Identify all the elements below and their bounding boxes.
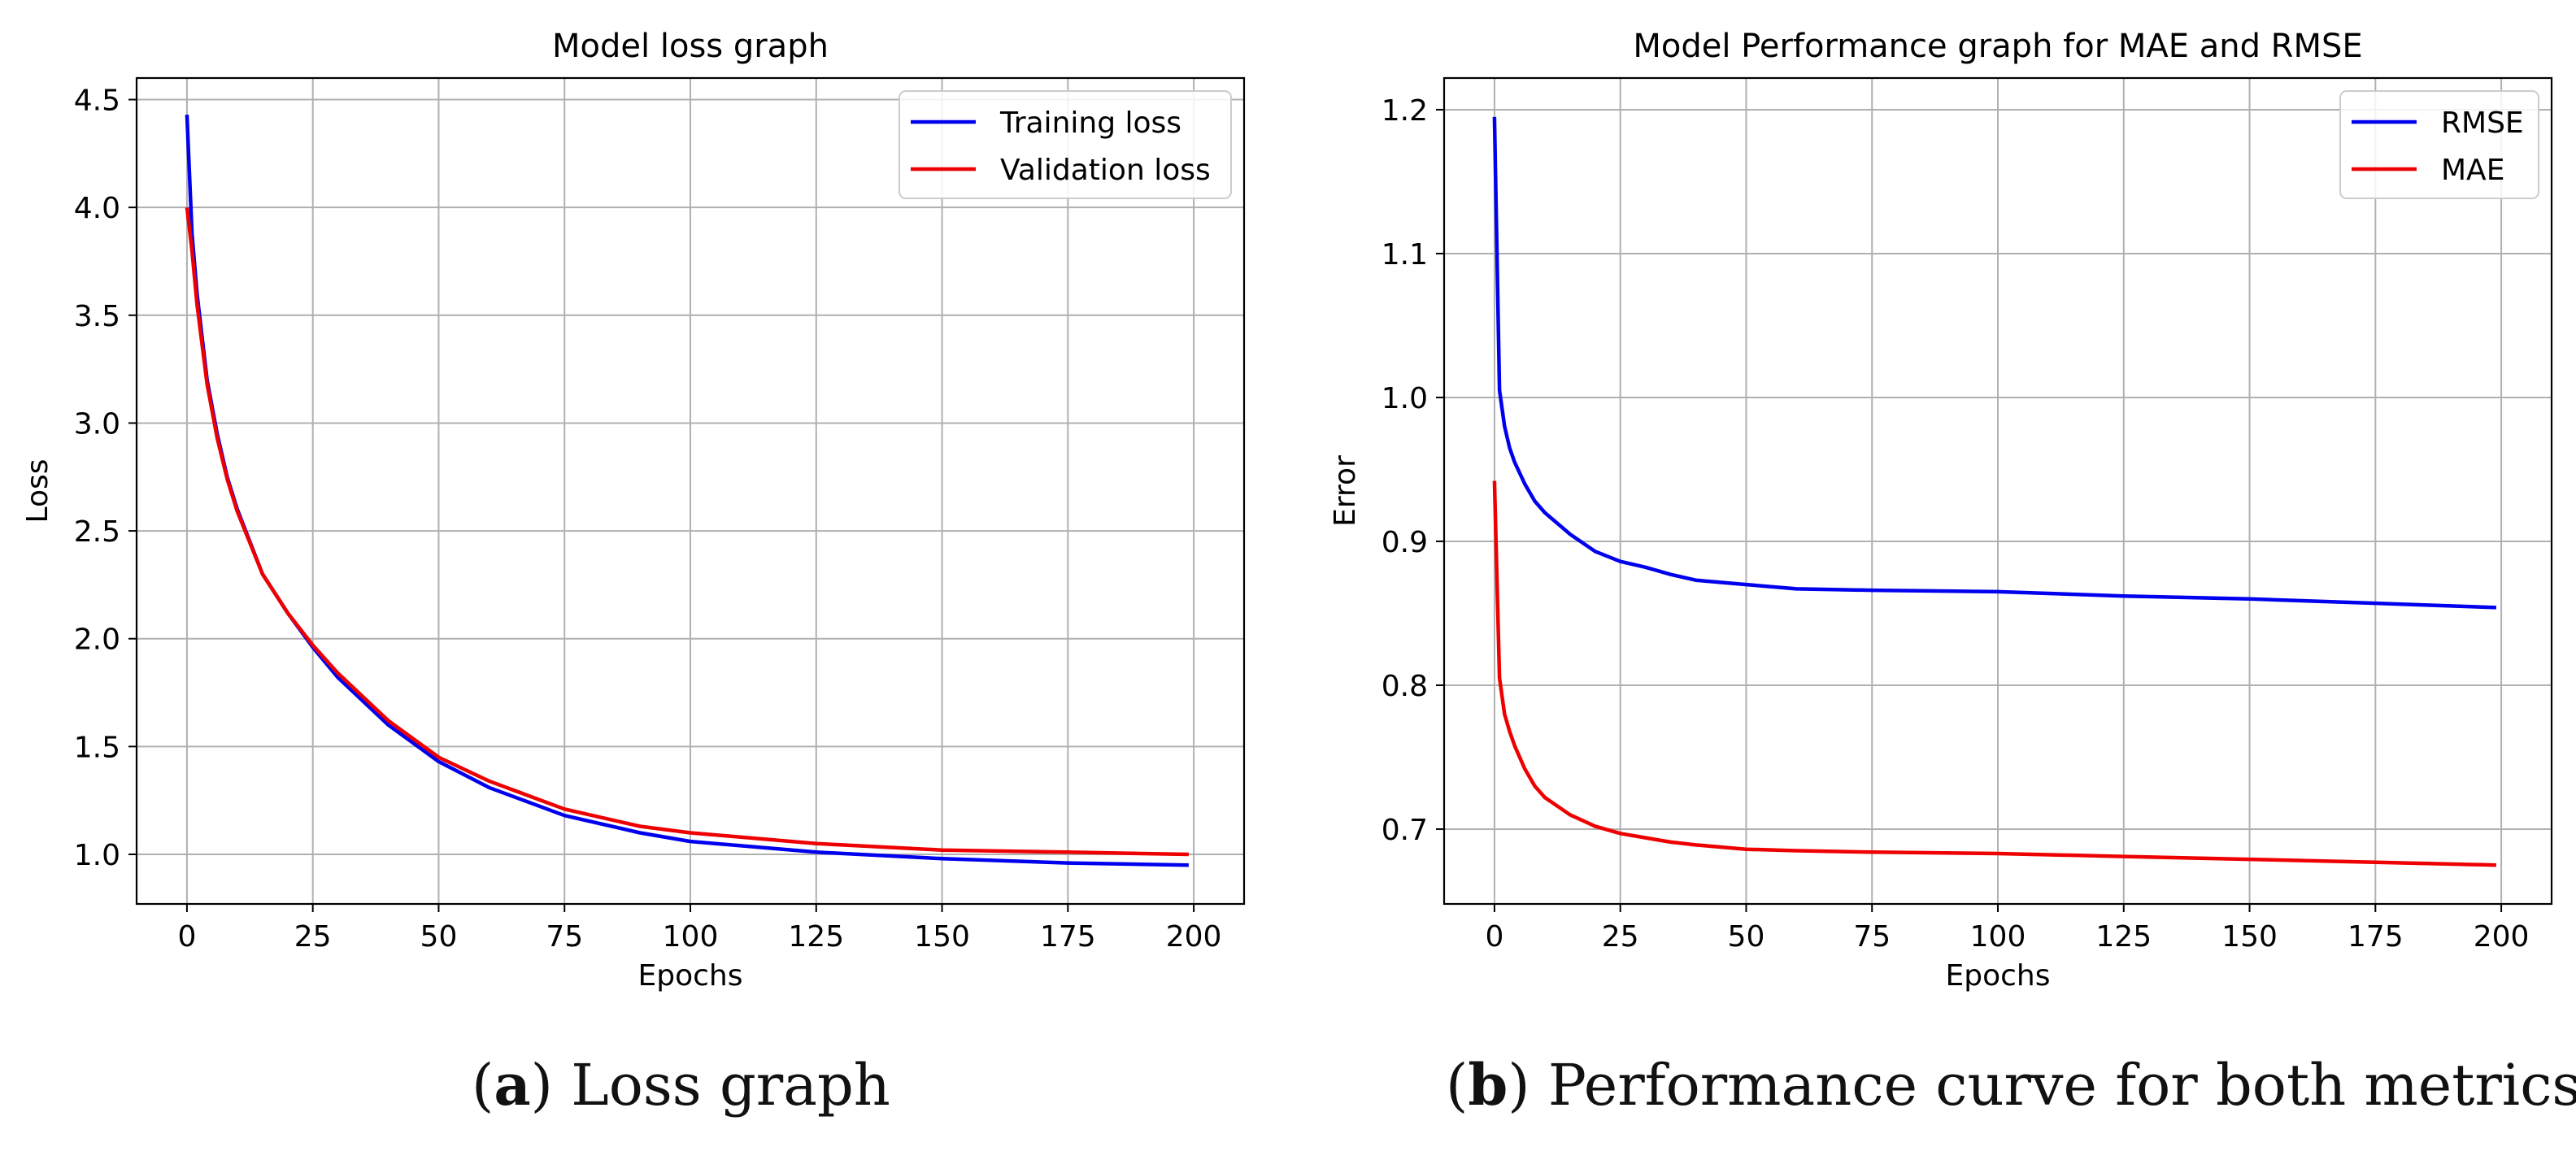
caption-b-letter: b	[1468, 1051, 1508, 1119]
x-tick-label: 125	[2095, 920, 2152, 954]
series-line-rmse	[1492, 116, 2496, 610]
legend-box	[899, 90, 1232, 199]
y-tick-label: 4.5	[74, 85, 120, 118]
caption-a-text: Loss graph	[571, 1052, 890, 1119]
chart-title: Model loss graph	[552, 28, 829, 65]
x-tick-label: 175	[1040, 920, 1096, 954]
y-tick-label: 0.8	[1382, 670, 1428, 703]
caption-b: (b) Performance curve for both metrics	[1446, 1057, 2576, 1114]
x-tick-label: 100	[1970, 920, 2026, 954]
x-tick-label: 50	[1728, 920, 1765, 954]
x-tick-label: 125	[788, 920, 844, 954]
performance-chart: 0 25 50 75 100 125 150 175 200 0.7 0.8 0.9 1.0 1.1 1.…	[1329, 28, 2553, 993]
series-line-mae	[1492, 480, 2496, 867]
caption-a-letter: a	[494, 1051, 531, 1119]
caption-b-text: Performance curve for both metrics	[1547, 1052, 2576, 1119]
series-line-training-loss	[185, 115, 1189, 867]
x-tick-label: 50	[420, 920, 458, 954]
plot-area-frame	[135, 76, 1246, 906]
legend: RMSE MAE	[2339, 90, 2539, 199]
x-tick-label: 25	[294, 920, 332, 954]
y-tick-label: 0.7	[1382, 814, 1428, 847]
y-axis-label: Error	[1329, 455, 1362, 527]
y-tick-label: 1.5	[74, 731, 120, 764]
x-tick-label: 150	[914, 920, 970, 954]
y-tick-label: 2.5	[74, 515, 120, 549]
x-tick-label: 0	[1485, 920, 1503, 954]
x-tick-label: 0	[177, 920, 196, 954]
loss-chart: 0 25 50 75 100 125 150 175 200 1.0 1.5 2.0 2.5 3.0 3.…	[21, 28, 1246, 993]
x-tick-label: 200	[2474, 920, 2530, 954]
series-line-validation-loss	[185, 206, 1189, 857]
x-axis-label: Epochs	[1946, 959, 2051, 993]
x-tick-label: 175	[2348, 920, 2404, 954]
y-tick-label: 3.0	[74, 407, 120, 441]
x-tick-label: 75	[546, 920, 583, 954]
y-axis-label: Loss	[21, 459, 54, 524]
y-tick-label: 3.5	[74, 300, 120, 333]
chart-title: Model Performance graph for MAE and RMSE	[1633, 28, 2362, 65]
legend-label: Training loss	[999, 106, 1181, 140]
y-tick-label: 1.0	[1382, 382, 1428, 415]
legend-label: Validation loss	[1000, 154, 1211, 187]
x-axis-label: Epochs	[638, 959, 743, 993]
legend-label: MAE	[2441, 154, 2504, 187]
x-tick-label: 25	[1602, 920, 1639, 954]
x-tick-label: 150	[2221, 920, 2278, 954]
caption-a: (a) Loss graph	[472, 1051, 890, 1119]
y-tick-label: 2.0	[74, 623, 120, 657]
legend-box	[2339, 90, 2539, 199]
plot-area-frame	[1442, 76, 2553, 906]
y-tick-label: 0.9	[1382, 526, 1428, 559]
legend: Training loss Validation loss	[899, 90, 1232, 199]
y-tick-label: 1.2	[1382, 94, 1428, 128]
y-tick-label: 4.0	[74, 192, 120, 225]
y-tick-label: 1.0	[74, 839, 120, 872]
legend-label: RMSE	[2441, 106, 2524, 140]
x-tick-label: 200	[1166, 920, 1222, 954]
x-tick-label: 75	[1853, 920, 1891, 954]
y-tick-label: 1.1	[1382, 238, 1428, 272]
x-tick-label: 100	[663, 920, 719, 954]
